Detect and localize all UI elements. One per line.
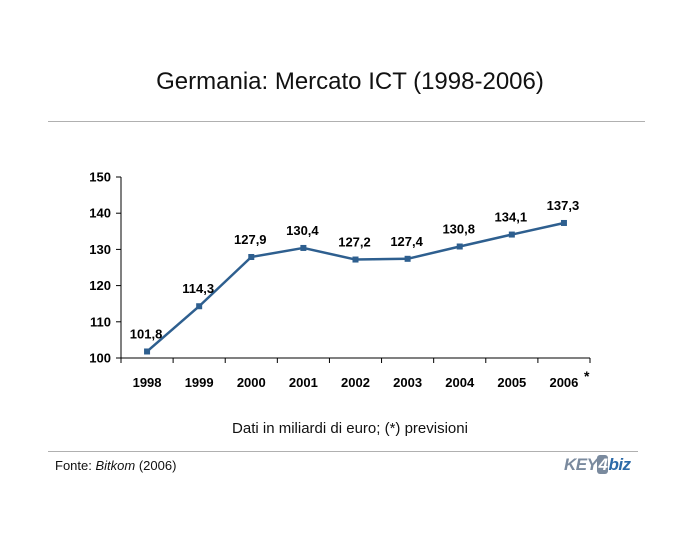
data-label: 127,4 — [390, 234, 423, 249]
data-label: 101,8 — [130, 326, 163, 341]
logo-key: KEY — [564, 455, 598, 474]
source-suffix: (2006) — [135, 458, 177, 473]
y-tick-label: 110 — [90, 314, 111, 329]
data-point — [560, 219, 567, 226]
data-label: 137,3 — [547, 198, 580, 213]
data-point — [300, 244, 307, 251]
data-point — [144, 348, 151, 355]
y-tick-label: 130 — [89, 242, 111, 257]
x-tick-label: 2003 — [393, 375, 422, 390]
chart-title: Germania: Mercato ICT (1998-2006) — [156, 68, 544, 95]
data-point — [508, 231, 515, 238]
forecast-asterisk: * — [584, 368, 590, 384]
source-name: Bitkom — [95, 458, 136, 473]
x-tick-label: 1999 — [185, 375, 214, 390]
data-label: 127,2 — [338, 235, 371, 250]
line-chart: 100 110 120 130 140 150 1998 1999 2000 2001 2002 20… — [89, 170, 591, 390]
bottom-divider — [48, 451, 638, 452]
data-label: 127,9 — [234, 232, 267, 247]
data-label: 130,4 — [286, 223, 319, 238]
data-label: 114,3 — [182, 281, 214, 296]
source-note: Fonte: Bitkom (2006) — [55, 458, 176, 473]
x-tick-label: 2000 — [237, 375, 266, 390]
source-prefix: Fonte: — [55, 458, 96, 473]
logo-biz: biz — [608, 455, 631, 474]
key4biz-logo: KEY4biz — [564, 455, 631, 475]
top-divider — [48, 121, 645, 122]
data-label: 130,8 — [442, 222, 475, 237]
x-tick-label: 2005 — [497, 375, 526, 390]
logo-four: 4 — [597, 455, 609, 474]
y-tick-label: 120 — [89, 278, 111, 293]
y-tick-label: 100 — [89, 351, 111, 366]
data-point — [196, 303, 203, 310]
data-point — [404, 255, 411, 262]
data-point — [352, 256, 359, 263]
x-tick-label: 2001 — [289, 375, 318, 390]
x-tick-label: 2004 — [445, 375, 475, 390]
x-tick-label: 2006 — [549, 375, 578, 390]
x-tick-label: 2002 — [341, 375, 370, 390]
chart-subtitle: Dati in miliardi di euro; (*) previsioni — [232, 420, 468, 437]
data-label: 134,1 — [495, 210, 528, 225]
y-tick-label: 150 — [89, 170, 111, 185]
y-tick-label: 140 — [89, 206, 111, 221]
x-tick-label: 1998 — [133, 375, 162, 390]
data-point — [248, 254, 255, 261]
data-point — [456, 243, 463, 250]
